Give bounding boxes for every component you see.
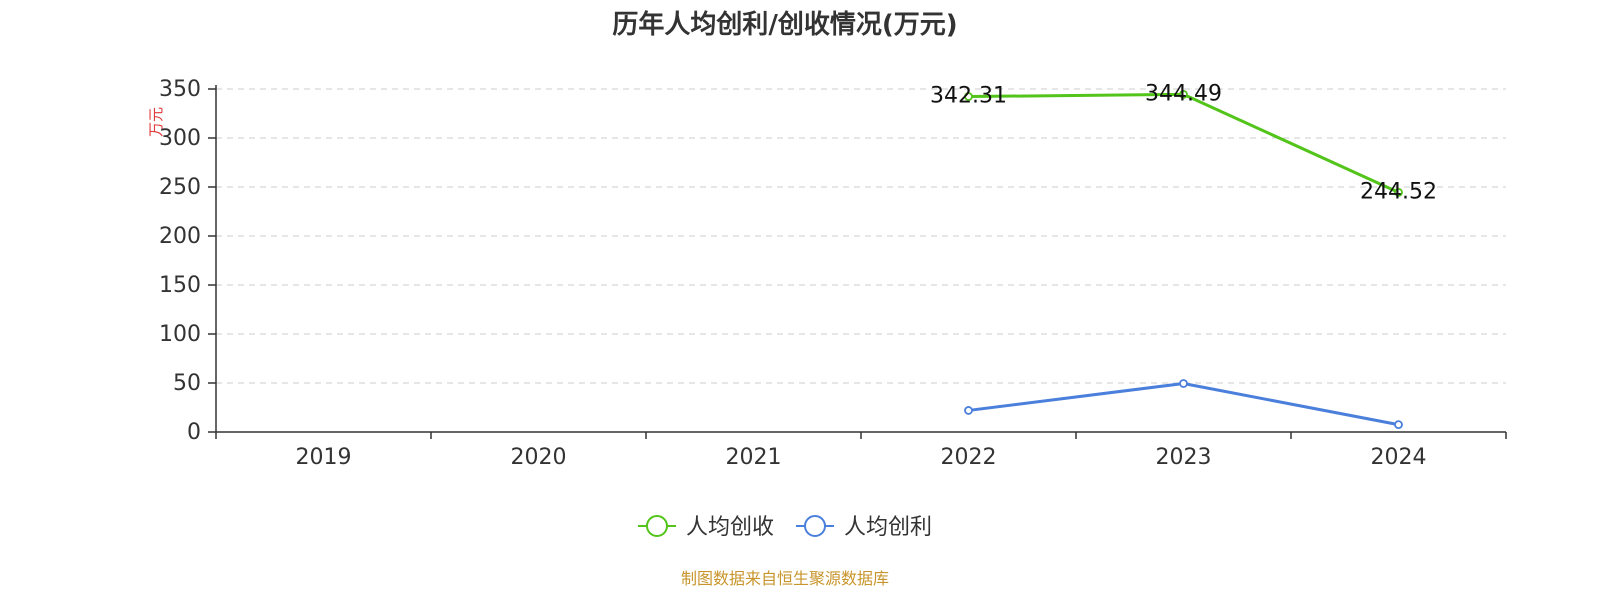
x-tick-label: 2020 bbox=[511, 445, 567, 470]
y-tick-label: 350 bbox=[159, 77, 201, 102]
y-tick-label: 50 bbox=[173, 371, 201, 396]
x-tick-label: 2021 bbox=[726, 445, 782, 470]
legend-label: 人均创收 bbox=[686, 515, 774, 540]
data-point[interactable] bbox=[1179, 89, 1188, 99]
y-tick-label: 0 bbox=[187, 420, 201, 445]
data-label: 244.52 bbox=[1360, 179, 1437, 204]
data-label: 342.31 bbox=[930, 84, 1007, 109]
data-point[interactable] bbox=[1394, 420, 1403, 430]
y-axis-unit: 万元 bbox=[147, 107, 165, 137]
data-label: 344.49 bbox=[1145, 81, 1222, 106]
y-tick-label: 200 bbox=[159, 224, 201, 249]
data-source-note: 制图数据来自恒生聚源数据库 bbox=[681, 569, 889, 588]
legend-label: 人均创利 bbox=[844, 515, 932, 540]
data-point[interactable] bbox=[1179, 379, 1188, 388]
series-lines bbox=[964, 89, 1403, 430]
x-tick-label: 2024 bbox=[1371, 445, 1427, 470]
data-point[interactable] bbox=[1394, 187, 1403, 197]
series-line-1 bbox=[968, 92, 1400, 194]
y-tick-label: 300 bbox=[159, 126, 201, 151]
legend-circle-icon bbox=[645, 515, 668, 537]
axes: 0 50 100 150 200 250 300 350 2019 2020 2021 2022 202… bbox=[159, 77, 1507, 470]
x-tick-label: 2022 bbox=[941, 445, 997, 470]
x-tick-label: 2023 bbox=[1156, 445, 1212, 470]
chart-title: 历年人均创利/创收情况(万元) bbox=[612, 9, 957, 40]
legend-item-2[interactable]: 人均创利 bbox=[796, 515, 932, 540]
data-point[interactable] bbox=[964, 92, 973, 101]
legend[interactable]: 人均创收 人均创利 bbox=[637, 515, 932, 540]
y-tick-label: 250 bbox=[159, 175, 201, 200]
x-tick-label: 2019 bbox=[296, 445, 352, 470]
series-line-2 bbox=[968, 381, 1399, 427]
grid-lines bbox=[216, 88, 1506, 384]
legend-item-1[interactable]: 人均创收 bbox=[637, 515, 774, 540]
data-labels: 342.31 344.49 244.52 bbox=[930, 81, 1437, 204]
data-point[interactable] bbox=[964, 406, 973, 415]
y-tick-label: 100 bbox=[159, 322, 201, 347]
legend-circle-icon bbox=[804, 515, 826, 537]
y-tick-label: 150 bbox=[159, 273, 201, 298]
